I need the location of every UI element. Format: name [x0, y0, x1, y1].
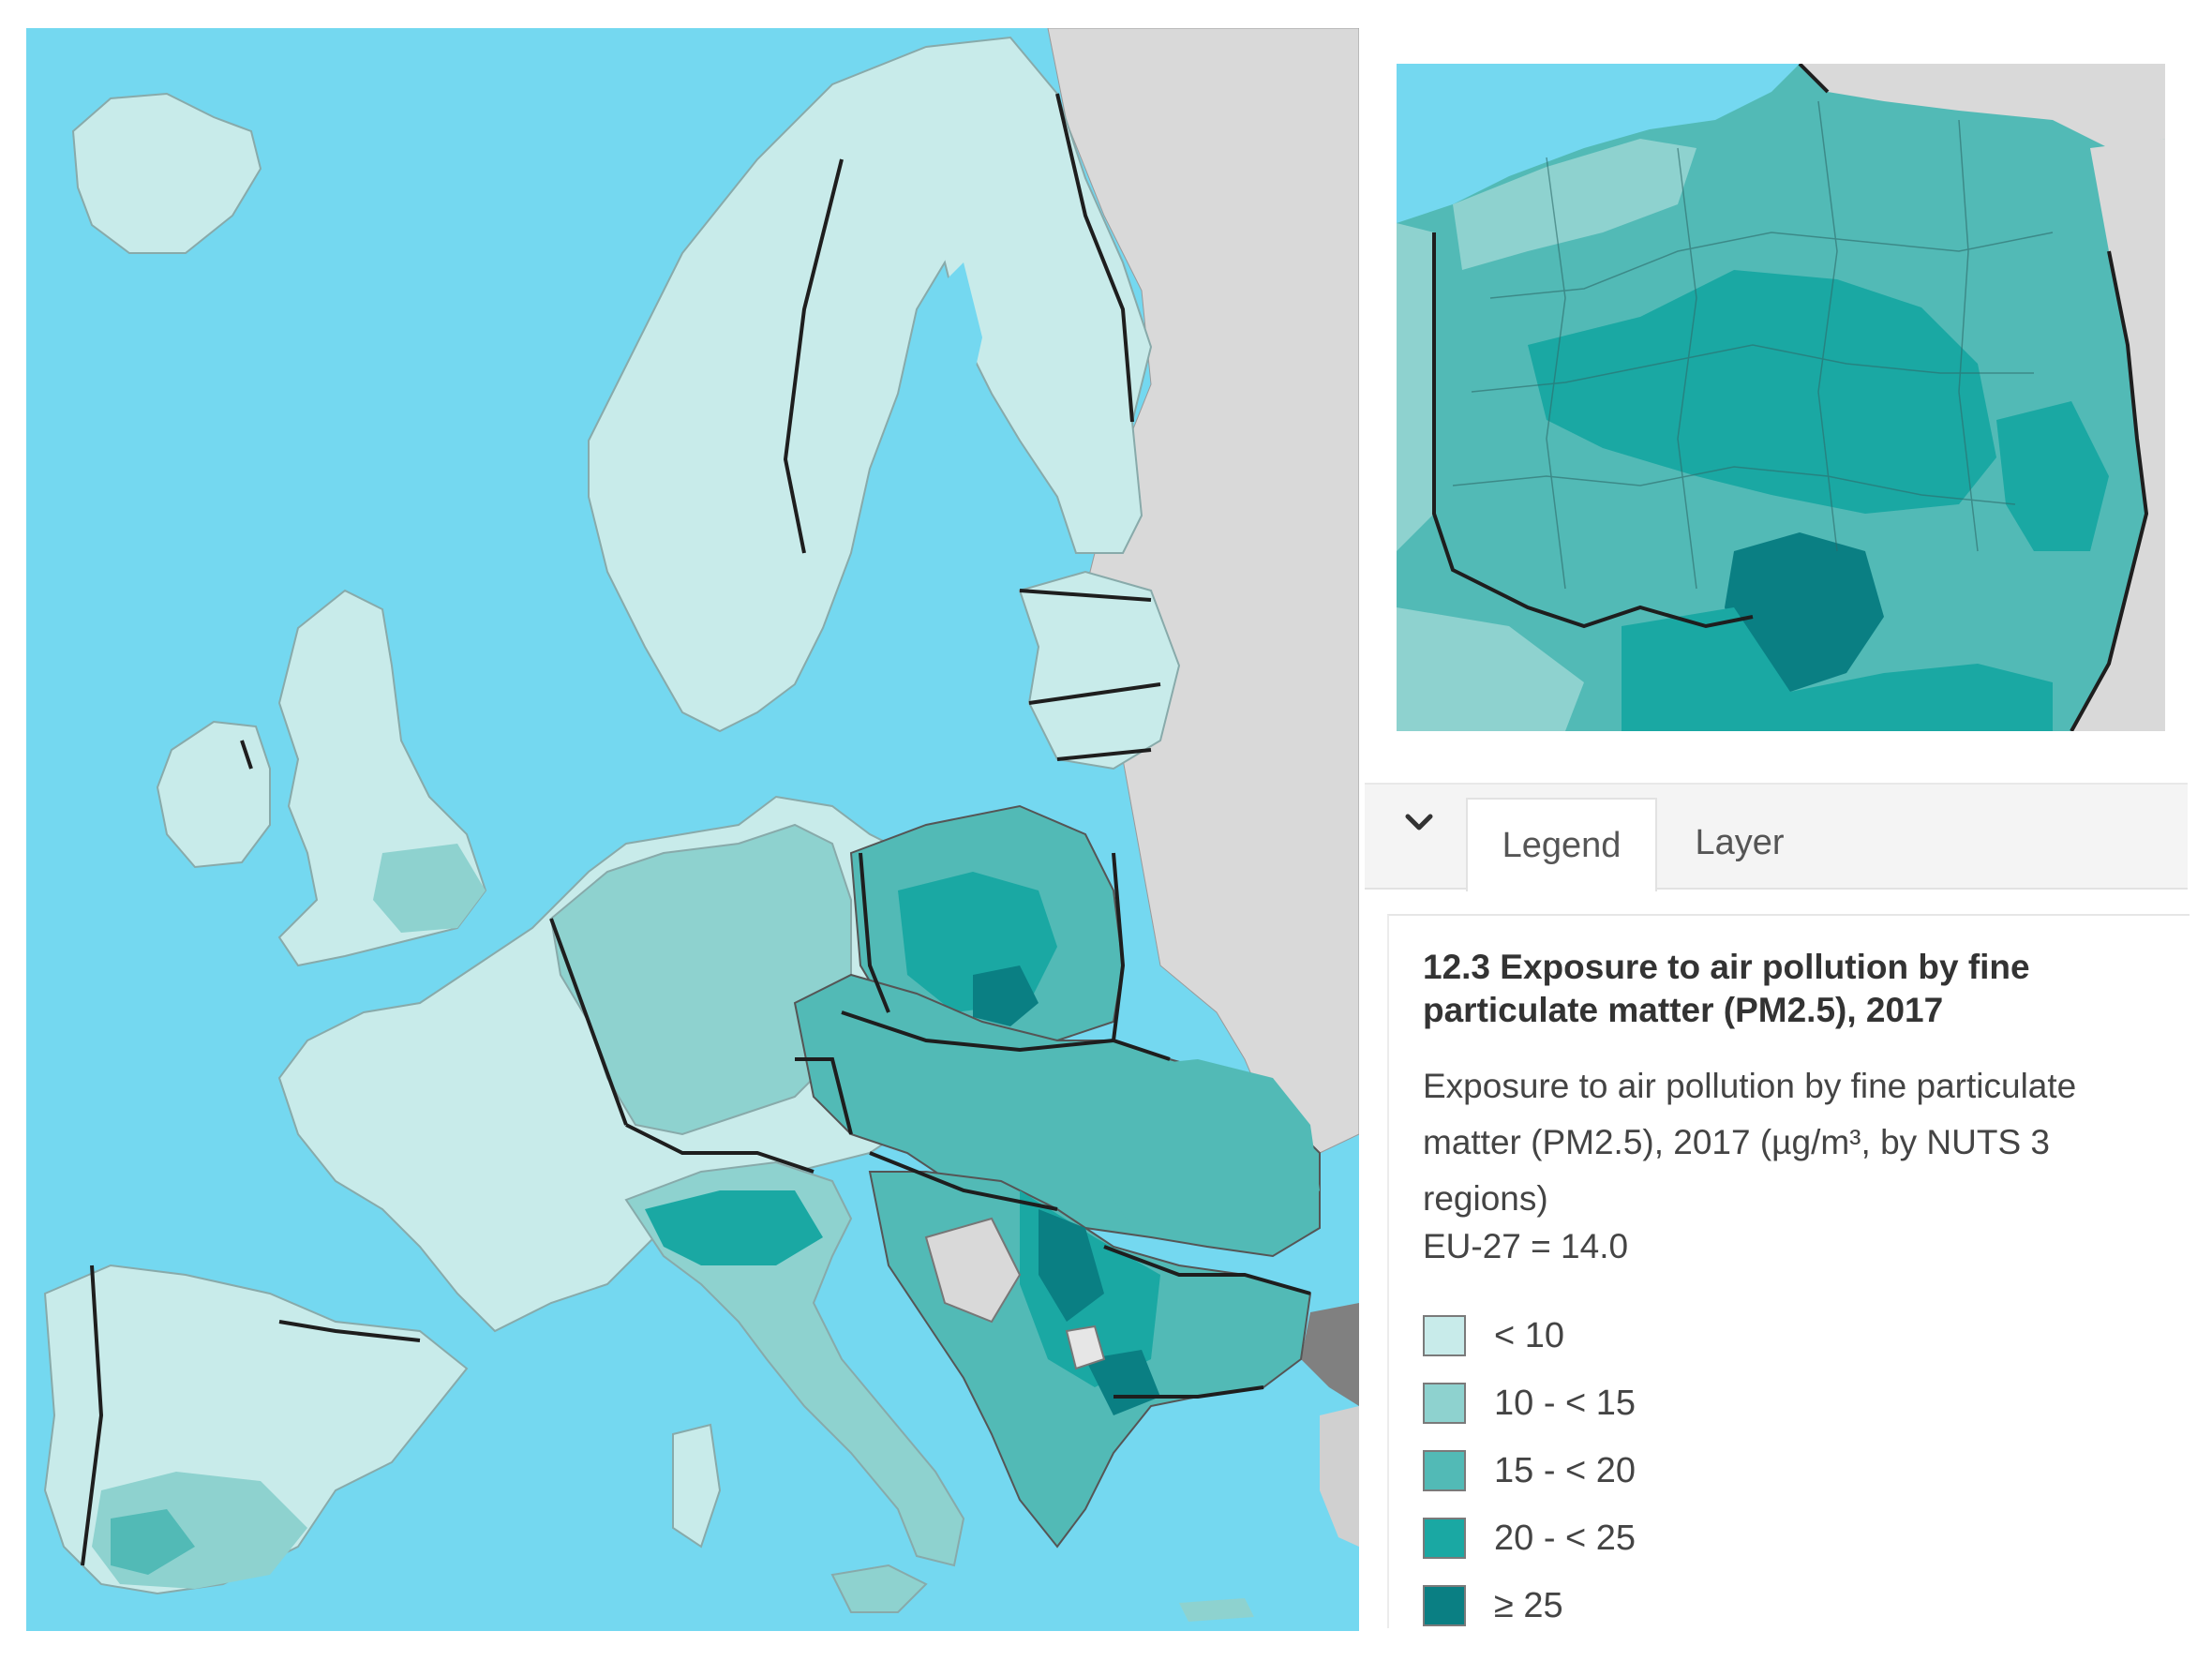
great-britain-south: [373, 844, 486, 933]
inset-north-coast: [1453, 139, 1696, 270]
baltic-states: [1018, 570, 1181, 771]
bosnia-grey: [924, 1217, 1022, 1324]
panel-tab-bar: Legend Layer: [1365, 783, 2188, 891]
legend-class-label: 10 - < 15: [1494, 1383, 1637, 1423]
inset-south-border-region: [1622, 607, 2053, 731]
legend-panel: Legend Layer 12.3 Exposure to air pollut…: [1365, 783, 2190, 1631]
chevron-down-icon[interactable]: [1398, 803, 1440, 845]
poland-krakow-hotspot: [973, 965, 1039, 1026]
inset-west-strip: [1397, 223, 1434, 551]
inset-central-high: [1528, 270, 1996, 514]
legend-class-label: < 10: [1494, 1315, 1565, 1355]
kosovo-grey: [1065, 1324, 1106, 1370]
legend-eu-average: EU-27 = 14.0: [1423, 1227, 1629, 1265]
inset-krakow-hotspot: [1725, 532, 1884, 692]
legend-swatch: [1423, 1450, 1466, 1491]
po-valley: [645, 1190, 823, 1265]
legend-swatch: [1423, 1315, 1466, 1356]
romania: [1095, 1059, 1320, 1237]
non-eu-asia-minor: [1320, 1406, 1359, 1547]
scandinavia: [588, 36, 1153, 733]
ireland: [156, 720, 271, 869]
europe-map[interactable]: [26, 28, 1359, 1631]
legend-content: 12.3 Exposure to air pollution by fine p…: [1387, 914, 2190, 1628]
serbia-hotspot: [1039, 1209, 1104, 1322]
legend-swatch: [1423, 1585, 1466, 1626]
crete: [1179, 1598, 1254, 1622]
inset-region-lines: [1452, 100, 2054, 590]
sardinia: [672, 1423, 722, 1549]
legend-class-3: 15 - < 20: [1423, 1437, 1636, 1504]
legend-class-label: ≥ 25: [1494, 1585, 1563, 1625]
tab-layer[interactable]: Layer: [1665, 798, 1815, 888]
south-spain-dark: [111, 1509, 195, 1575]
legend-class-1: < 10: [1423, 1302, 1636, 1369]
legend-title: 12.3 Exposure to air pollution by fine p…: [1423, 948, 2030, 1029]
north-macedonia-hotspot: [1085, 1350, 1160, 1415]
poland-inset-map[interactable]: [1397, 64, 2165, 731]
country-borders: [81, 93, 1311, 1566]
legend-class-label: 15 - < 20: [1494, 1450, 1637, 1490]
gulf-of-bothnia: [926, 262, 982, 469]
legend-swatch: [1423, 1383, 1466, 1424]
legend-class-2: 10 - < 15: [1423, 1369, 1636, 1437]
inset-non-eu-land: [1800, 64, 2165, 148]
legend-class-4: 20 - < 25: [1423, 1504, 1636, 1572]
sicily: [830, 1564, 928, 1613]
legend-description: Exposure to air pollution by fine partic…: [1423, 1067, 2077, 1218]
tab-legend-label: Legend: [1502, 825, 1622, 865]
iceland: [71, 92, 262, 254]
legend-swatch: [1423, 1518, 1466, 1559]
inset-south-west-light: [1397, 607, 1584, 731]
inset-east-high: [1996, 401, 2109, 551]
legend-class-5: ≥ 25: [1423, 1572, 1636, 1639]
inset-baltic-sea: [1397, 64, 1800, 223]
tab-layer-label: Layer: [1695, 822, 1785, 862]
non-eu-turkey-land: [1301, 1303, 1359, 1406]
legend-class-label: 20 - < 25: [1494, 1518, 1637, 1558]
inset-country-borders: [1432, 64, 2149, 731]
tab-legend[interactable]: Legend: [1466, 798, 1657, 891]
inset-east-grey: [2071, 139, 2165, 731]
legend-classes: < 10 10 - < 15 15 - < 20 20 - < 25 ≥ 25: [1423, 1302, 1636, 1639]
